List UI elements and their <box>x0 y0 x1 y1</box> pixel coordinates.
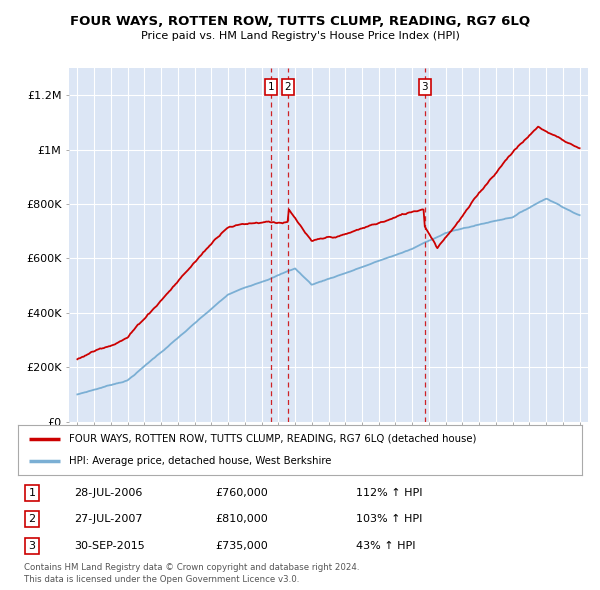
Text: 3: 3 <box>29 540 35 550</box>
Text: 2: 2 <box>284 82 291 92</box>
Text: 1: 1 <box>29 488 35 498</box>
Text: FOUR WAYS, ROTTEN ROW, TUTTS CLUMP, READING, RG7 6LQ: FOUR WAYS, ROTTEN ROW, TUTTS CLUMP, READ… <box>70 15 530 28</box>
Text: 27-JUL-2007: 27-JUL-2007 <box>74 514 143 524</box>
Text: 28-JUL-2006: 28-JUL-2006 <box>74 488 143 498</box>
Text: 3: 3 <box>421 82 428 92</box>
Text: £735,000: £735,000 <box>215 540 268 550</box>
Text: £810,000: £810,000 <box>215 514 268 524</box>
Text: 43% ↑ HPI: 43% ↑ HPI <box>356 540 416 550</box>
Text: £760,000: £760,000 <box>215 488 268 498</box>
Text: 103% ↑ HPI: 103% ↑ HPI <box>356 514 423 524</box>
Text: Contains HM Land Registry data © Crown copyright and database right 2024.: Contains HM Land Registry data © Crown c… <box>24 563 359 572</box>
Text: FOUR WAYS, ROTTEN ROW, TUTTS CLUMP, READING, RG7 6LQ (detached house): FOUR WAYS, ROTTEN ROW, TUTTS CLUMP, READ… <box>69 434 476 444</box>
Text: 1: 1 <box>268 82 274 92</box>
Text: 112% ↑ HPI: 112% ↑ HPI <box>356 488 423 498</box>
Text: 2: 2 <box>29 514 35 524</box>
Text: This data is licensed under the Open Government Licence v3.0.: This data is licensed under the Open Gov… <box>24 575 299 584</box>
Text: HPI: Average price, detached house, West Berkshire: HPI: Average price, detached house, West… <box>69 456 331 466</box>
Text: 30-SEP-2015: 30-SEP-2015 <box>74 540 145 550</box>
Text: Price paid vs. HM Land Registry's House Price Index (HPI): Price paid vs. HM Land Registry's House … <box>140 31 460 41</box>
